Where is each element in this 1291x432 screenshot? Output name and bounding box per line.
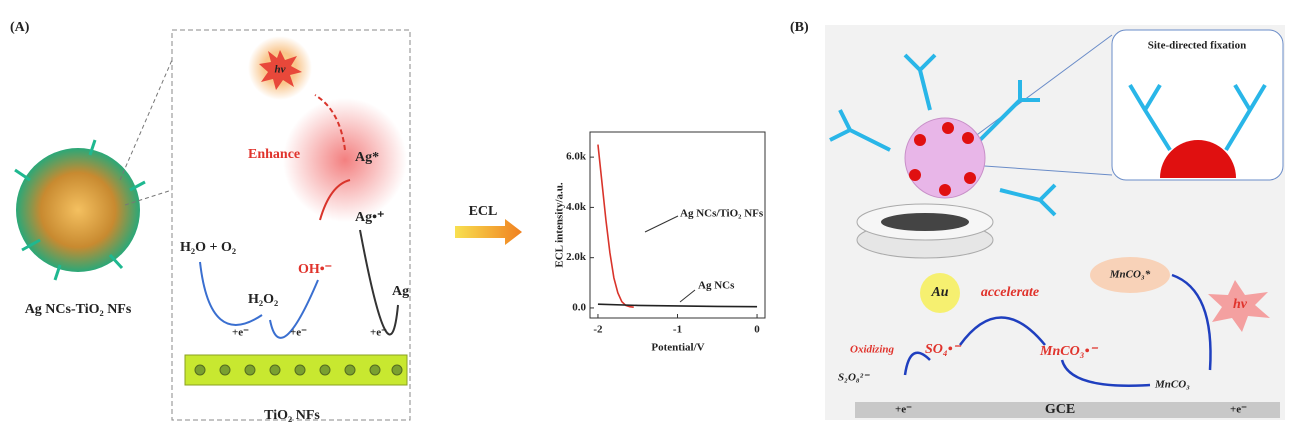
- ag-excited: Ag*: [355, 150, 379, 165]
- excited-glow: [283, 98, 407, 222]
- mnco3-excited: MnCO₃*: [1109, 269, 1151, 281]
- decoration: [345, 365, 355, 375]
- decoration: [295, 365, 305, 375]
- decoration: [964, 172, 976, 184]
- oxidizing-label: Oxidizing: [850, 344, 895, 356]
- plot-frame: [590, 132, 765, 318]
- x-tick-label: -2: [593, 324, 603, 336]
- y-tick-label: 6.0k: [566, 151, 587, 163]
- h2o-o2: H₂O + O₂: [180, 240, 236, 255]
- mnco3-radical: MnCO₃•⁻: [1039, 344, 1098, 359]
- decoration: [939, 184, 951, 196]
- decoration: [914, 134, 926, 146]
- ecl-arrow: [455, 219, 522, 245]
- so4-radical: SO₄•⁻: [925, 342, 962, 357]
- x-axis-title: Potential/V: [651, 342, 704, 354]
- decoration: [270, 365, 280, 375]
- inset-chart: ECL intensity/a.u. Potential/V Ag NCs/Ti…: [554, 132, 765, 354]
- decoration: [320, 365, 330, 375]
- arrow-label: ECL: [469, 204, 498, 219]
- oh-radical: OH•⁻: [298, 262, 332, 277]
- au-label: Au: [930, 285, 948, 300]
- y-tick-label: 4.0k: [566, 201, 587, 213]
- hv-label: hν: [275, 64, 286, 76]
- inset-title: Site-directed fixation: [1148, 40, 1246, 52]
- ag-cation: Ag•⁺: [355, 210, 384, 225]
- decoration: [942, 122, 954, 134]
- s2o8-label: S₂O₈²⁻: [838, 372, 870, 384]
- electrode-electron: +e⁻: [1230, 404, 1247, 416]
- nanoparticle-caption: Ag NCs-TiO₂ NFs: [25, 302, 132, 317]
- legend-label: Ag NCs: [698, 280, 735, 292]
- h2o2: H₂O₂: [248, 292, 278, 307]
- legend-label: Ag NCs/TiO₂ NFs: [680, 208, 764, 220]
- decoration: [245, 365, 255, 375]
- electrode-electron: +e⁻: [895, 404, 912, 416]
- x-tick-label: -1: [673, 324, 682, 336]
- mnco3-label: MnCO₃: [1154, 379, 1190, 391]
- reaction-arrow: [360, 230, 398, 334]
- accelerate-label: accelerate: [981, 285, 1039, 300]
- decoration: [195, 365, 205, 375]
- decoration: [392, 365, 402, 375]
- panel-label: (A): [10, 20, 30, 35]
- panel-label: (B): [790, 20, 809, 35]
- electron-label: +e⁻: [232, 327, 249, 339]
- figure: (A) Ag NCs-TiO₂ NFs hν Enhance Ag* Ag•⁺ …: [0, 0, 1291, 432]
- hv-label: hv: [1233, 297, 1248, 312]
- decoration: [962, 132, 974, 144]
- electrode-label: GCE: [1045, 402, 1075, 417]
- decoration: [220, 365, 230, 375]
- x-tick-label: 0: [754, 324, 760, 336]
- electrode-disk: [881, 213, 969, 231]
- ag: Ag: [392, 284, 409, 299]
- decoration: [370, 365, 380, 375]
- enhance-label: Enhance: [248, 147, 300, 162]
- y-axis-title: ECL intensity/a.u.: [554, 182, 566, 268]
- nanoparticle: [16, 148, 140, 272]
- electron-label: +e⁻: [290, 327, 307, 339]
- decoration: [909, 169, 921, 181]
- y-tick-label: 0.0: [572, 301, 586, 313]
- substrate-caption: TiO₂ NFs: [264, 408, 320, 423]
- substrate-particles: [195, 365, 402, 375]
- y-tick-label: 2.0k: [566, 251, 587, 263]
- electron-label: +e⁻: [370, 327, 387, 339]
